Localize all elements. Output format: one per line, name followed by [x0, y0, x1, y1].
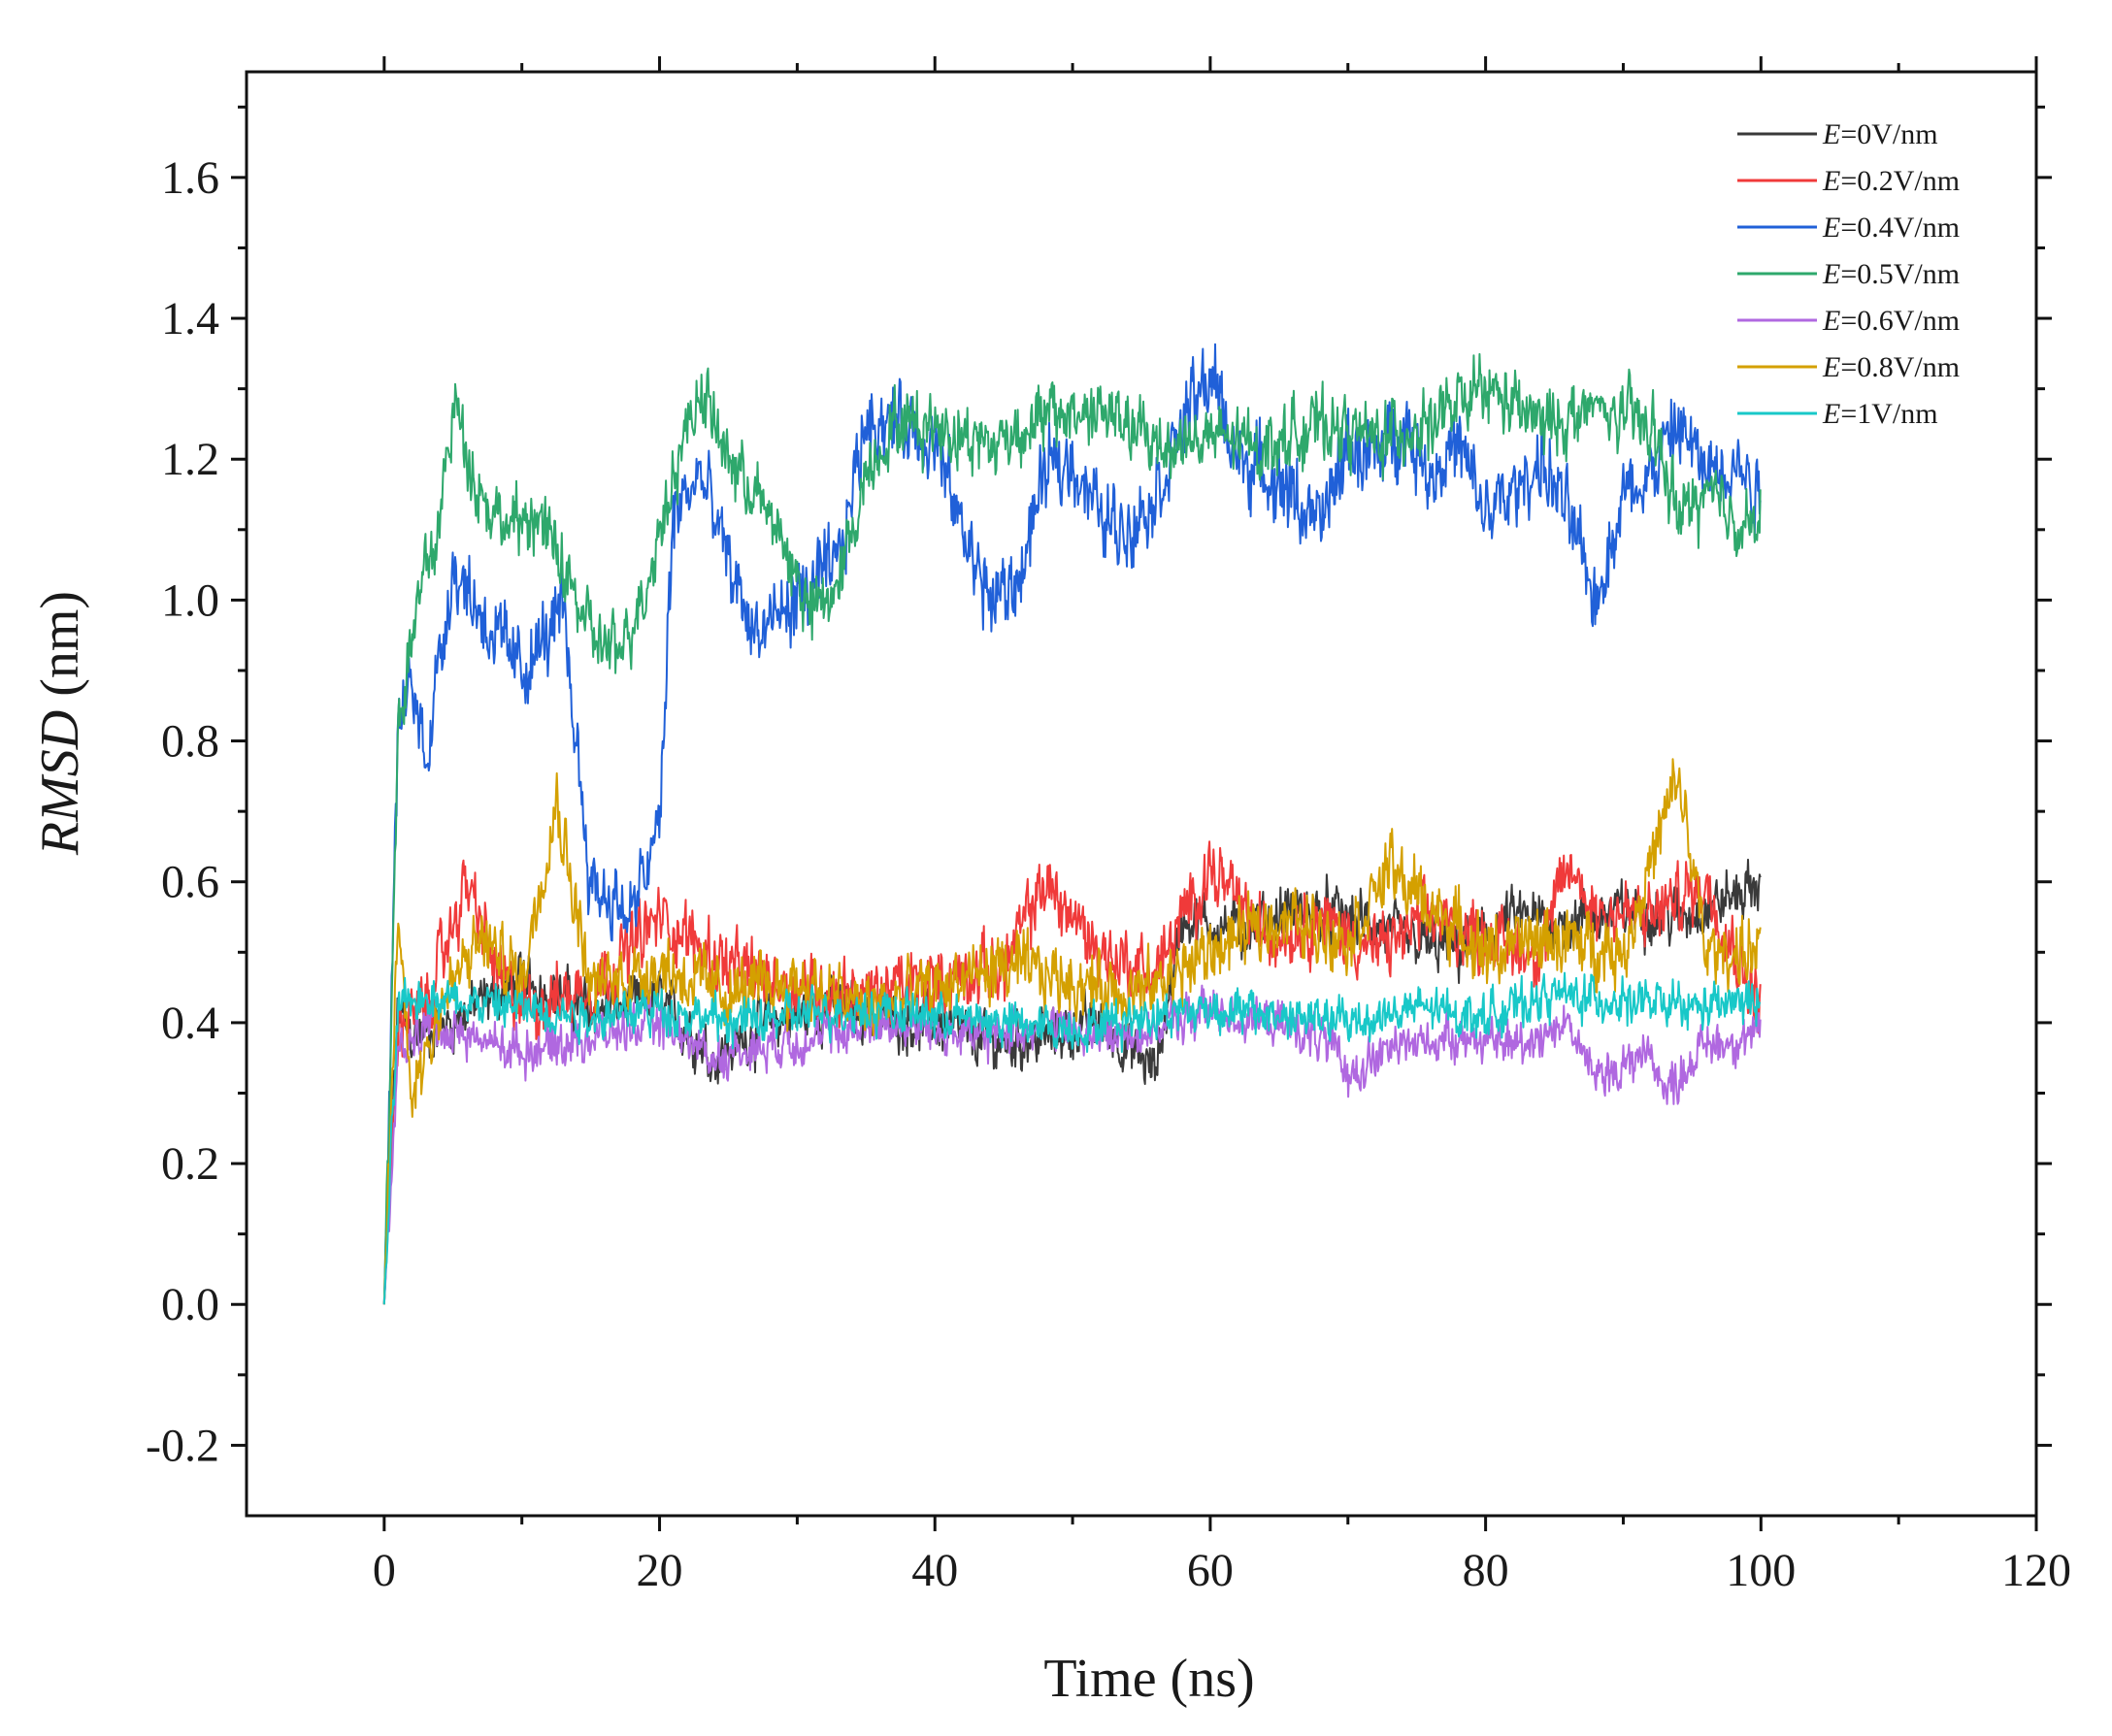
plot-frame — [245, 70, 2038, 1518]
x-tick-label: 40 — [911, 1545, 958, 1596]
y-tick-label: 0.0 — [161, 1279, 219, 1330]
series-layer — [382, 343, 1762, 1305]
legend-label: E=1V/nm — [1822, 398, 1938, 430]
y-tick-label: 0.8 — [161, 716, 219, 768]
legend: E=0V/nm E=0.2V/nm E=0.4V/nm E=0.5V/nm E=0.6V… — [1737, 118, 1960, 430]
y-axis-title-var: RMSD — [30, 710, 90, 856]
series-line-5 — [382, 984, 1762, 1305]
x-tick-label: 20 — [637, 1545, 683, 1596]
x-tick-label: 0 — [373, 1545, 396, 1596]
y-tick-label: 0.2 — [161, 1138, 219, 1190]
x-tick-label: 60 — [1187, 1545, 1234, 1596]
y-tick-label: 1.6 — [161, 152, 219, 204]
legend-label: E=0.4V/nm — [1822, 212, 1960, 244]
x-tick-label: 80 — [1463, 1545, 1509, 1596]
x-axis-ticks: 0 20 40 60 80 100 120 — [373, 56, 2071, 1596]
y-axis-title-unit: (nm) — [30, 591, 90, 710]
y-axis-title: RMSD (nm) — [30, 591, 90, 856]
y-tick-label: 1.0 — [161, 574, 219, 626]
legend-label: E=0.6V/nm — [1822, 305, 1960, 337]
y-tick-label: 0.4 — [161, 998, 219, 1049]
plot-border — [245, 70, 2038, 1518]
y-tick-label: -0.2 — [146, 1420, 219, 1471]
legend-label: E=0.8V/nm — [1822, 351, 1960, 383]
legend-label: E=0.5V/nm — [1822, 258, 1960, 290]
x-axis-title: Time (ns) — [1043, 1649, 1254, 1709]
series-line-7 — [382, 971, 1762, 1305]
series-line-6 — [382, 758, 1762, 1305]
legend-label: E=0V/nm — [1822, 118, 1938, 150]
x-tick-label: 120 — [2001, 1545, 2071, 1596]
legend-label: E=0.2V/nm — [1822, 165, 1960, 197]
y-tick-label: 0.6 — [161, 857, 219, 908]
series-line-4 — [382, 352, 1762, 1305]
y-tick-label: 1.4 — [161, 293, 219, 344]
y-tick-label: 1.2 — [161, 434, 219, 485]
x-tick-label: 100 — [1726, 1545, 1796, 1596]
series-line-3 — [382, 343, 1762, 1305]
y-axis-ticks: -0.2 0.0 0.2 0.4 0.6 0.8 1.0 1.2 1.4 1.6 — [146, 105, 2052, 1471]
